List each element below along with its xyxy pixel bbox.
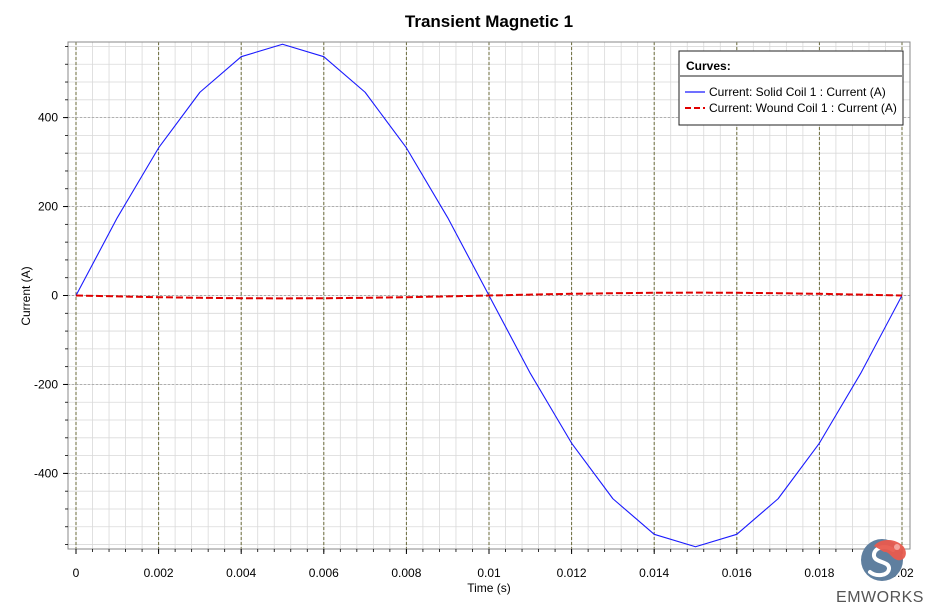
y-axis-label: Current (A) <box>19 266 33 325</box>
x-tick-label: 0 <box>73 566 80 580</box>
y-axis-ticks: -400 -200 0 200 400 <box>34 46 68 545</box>
x-tick-label: 0.012 <box>557 566 587 580</box>
x-tick-label: 0.016 <box>722 566 752 580</box>
x-tick-label: 0.006 <box>309 566 339 580</box>
y-tick-label: 400 <box>38 111 58 125</box>
series-layer <box>75 43 903 548</box>
legend-title: Curves: <box>686 59 731 73</box>
major-grid <box>68 42 910 549</box>
legend-box <box>678 50 904 126</box>
x-tick-label: 0.008 <box>391 566 421 580</box>
y-tick-label: 0 <box>51 289 58 303</box>
x-axis-label: Time (s) <box>467 581 511 595</box>
x-tick-label: 0.018 <box>804 566 834 580</box>
y-tick-label: -400 <box>34 466 58 480</box>
chart-title: Transient Magnetic 1 <box>405 12 573 31</box>
y-tick-label: -200 <box>34 377 58 391</box>
x-tick-label: 0.002 <box>144 566 174 580</box>
x-axis-ticks: 0 0.002 0.004 0.006 0.008 0.01 0.012 0.014 0.016… <box>73 549 914 580</box>
emworks-logo-icon <box>861 539 906 581</box>
brand-name: EMWORKS <box>836 589 924 606</box>
x-tick-label: 0.004 <box>226 566 256 580</box>
legend-entry-solid-coil: Current: Solid Coil 1 : Current (A) <box>709 85 886 99</box>
logo-highlight <box>894 544 900 550</box>
y-tick-label: 200 <box>38 200 58 214</box>
x-tick-label: 0.01 <box>477 566 501 580</box>
x-tick-label: 0.014 <box>639 566 669 580</box>
legend[interactable]: Curves: Current: Solid Coil 1 : Current … <box>678 50 904 126</box>
legend-entry-wound-coil: Current: Wound Coil 1 : Current (A) <box>709 101 897 115</box>
